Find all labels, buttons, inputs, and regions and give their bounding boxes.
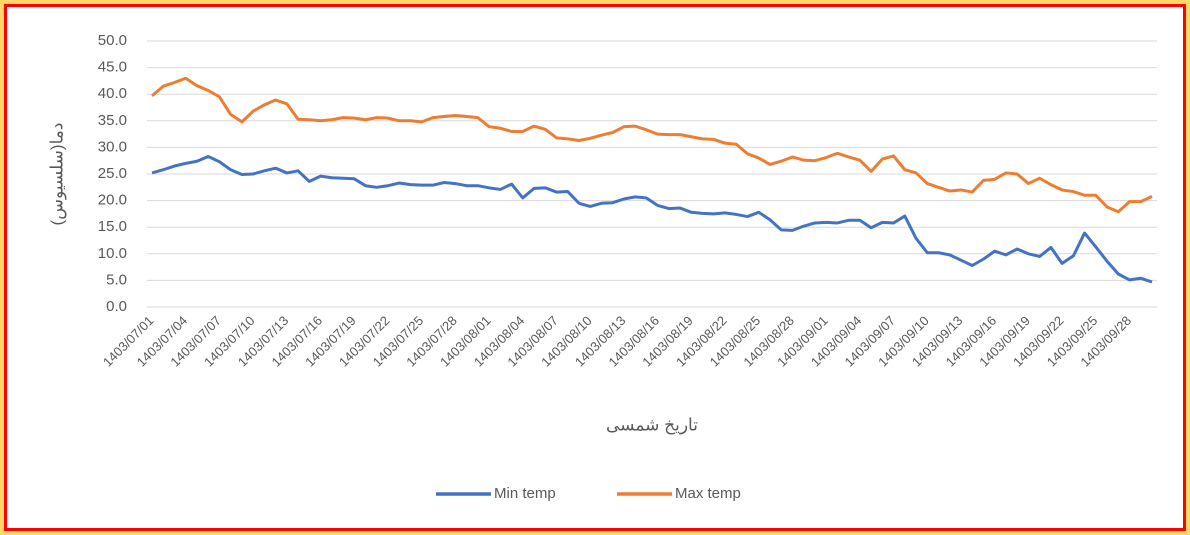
- y-tick-label: 25.0: [98, 165, 127, 182]
- line-series: [151, 76, 1153, 214]
- y-tick-label: 5.0: [106, 271, 127, 288]
- legend-label: Max temp: [675, 485, 741, 502]
- x-axis-label: تاریخ شمسی: [606, 415, 698, 435]
- line-series: [151, 154, 1153, 284]
- y-axis-label: دما(سلسیوس): [47, 123, 66, 226]
- legend-label: Min temp: [494, 485, 556, 502]
- y-tick-label: 15.0: [98, 218, 127, 235]
- y-tick-label: 45.0: [98, 59, 127, 76]
- y-tick-label: 40.0: [98, 85, 127, 102]
- chart-frame: [4, 4, 1186, 531]
- y-tick-label: 10.0: [98, 245, 127, 262]
- y-tick-label: 20.0: [98, 192, 127, 209]
- y-tick-label: 50.0: [98, 32, 127, 49]
- y-tick-label: 35.0: [98, 112, 127, 129]
- y-tick-label: 30.0: [98, 138, 127, 155]
- y-tick-label: 0.0: [106, 298, 127, 315]
